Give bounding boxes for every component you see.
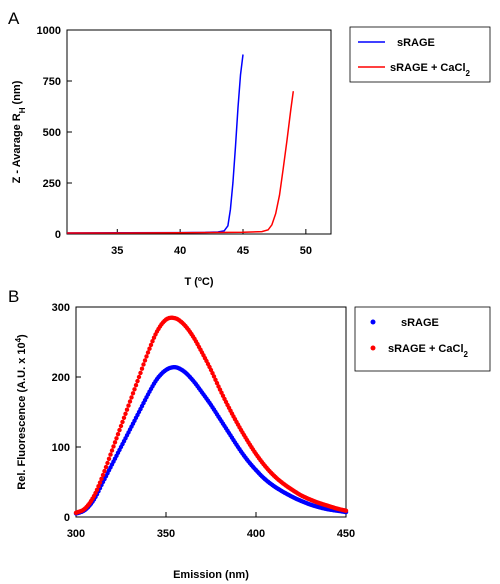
legend-swatch-b-cacl2 xyxy=(370,345,376,351)
data-point-b-srage-cacl2 xyxy=(141,362,146,367)
data-point-b-srage-cacl2 xyxy=(111,444,116,449)
data-point-b-srage-cacl2 xyxy=(121,415,127,420)
legend-a: sRAGE sRAGE + CaCl2 xyxy=(349,26,491,83)
data-point-b-srage-cacl2 xyxy=(115,432,121,437)
data-point-b-srage-cacl2 xyxy=(105,460,110,466)
data-point-b-srage-cacl2 xyxy=(103,464,109,470)
data-point-b-srage-cacl2 xyxy=(124,407,130,412)
data-point-b-srage-cacl2 xyxy=(94,487,100,492)
data-point-b-srage-cacl2 xyxy=(135,378,140,384)
x-tick-label-b-450: 450 xyxy=(337,528,355,540)
panel-b: B 300 350 400 450 0 100 200 300 Emission (nm) R… xyxy=(8,287,491,581)
data-point-b-srage-cacl2 xyxy=(96,484,101,489)
data-point-b-srage-cacl2 xyxy=(120,419,125,425)
panel-letter-a: A xyxy=(8,9,20,28)
legend-label-a-cacl2: sRAGE + CaCl2 xyxy=(390,62,471,78)
legend-swatch-b-srage xyxy=(370,319,376,325)
legend-box-b xyxy=(354,306,491,372)
data-point-b-srage-cacl2 xyxy=(343,508,349,513)
y-tick-label-a-250: 250 xyxy=(43,178,61,190)
panel-letter-b: B xyxy=(8,287,19,306)
y-tick-label-a-1000: 1000 xyxy=(37,25,61,37)
x-tick-label-b-300: 300 xyxy=(67,528,85,540)
legend-label-b-srage: sRAGE xyxy=(401,317,439,329)
data-point-b-srage-cacl2 xyxy=(151,335,157,340)
data-point-b-srage-cacl2 xyxy=(106,456,112,461)
data-point-b-srage-cacl2 xyxy=(142,358,148,363)
data-point-b-srage-cacl2 xyxy=(114,436,119,441)
data-point-b-srage-cacl2 xyxy=(138,370,143,376)
y-tick-label-a-0: 0 xyxy=(55,229,61,241)
legend-b: sRAGE sRAGE + CaCl2 xyxy=(354,306,491,372)
data-point-b-srage-cacl2 xyxy=(127,399,133,404)
data-point-b-srage-cacl2 xyxy=(108,452,113,457)
series-line-a-srage xyxy=(66,54,244,234)
data-point-b-srage-cacl2 xyxy=(100,472,106,478)
x-tick-label-a-50: 50 xyxy=(300,245,312,257)
data-point-b-srage-cacl2 xyxy=(139,366,145,371)
y-tick-label-b-200: 200 xyxy=(52,372,70,384)
data-point-b-srage-cacl2 xyxy=(109,448,115,453)
plot-area-b: 300 350 400 450 0 100 200 300 xyxy=(52,302,356,540)
plot-frame-b xyxy=(75,306,347,518)
data-point-b-srage-cacl2 xyxy=(126,403,131,408)
y-tick-label-b-0: 0 xyxy=(64,512,70,524)
series-line-a-srage-cacl2 xyxy=(67,91,295,234)
data-point-b-srage-cacl2 xyxy=(102,468,107,474)
data-point-b-srage-cacl2 xyxy=(211,374,217,379)
y-tick-label-a-500: 500 xyxy=(43,127,61,139)
data-point-b-srage-cacl2 xyxy=(213,377,218,382)
data-point-b-srage-cacl2 xyxy=(118,423,124,429)
data-point-b-srage-cacl2 xyxy=(117,427,122,433)
data-point-b-srage-cacl2 xyxy=(147,346,152,351)
x-tick-label-a-35: 35 xyxy=(111,245,123,257)
data-point-b-srage-cacl2 xyxy=(132,387,137,392)
legend-label-a-srage: sRAGE xyxy=(397,37,435,49)
plot-frame-a xyxy=(66,29,332,235)
data-point-b-srage-cacl2 xyxy=(129,395,134,400)
data-point-b-srage-cacl2 xyxy=(136,374,142,380)
data-point-b-srage-cacl2 xyxy=(112,440,118,445)
data-point-b-srage-cacl2 xyxy=(148,342,154,348)
x-axis-label-b: Emission (nm) xyxy=(173,569,249,581)
x-tick-label-a-45: 45 xyxy=(237,245,249,257)
data-point-b-srage-cacl2 xyxy=(97,480,103,485)
data-point-b-srage-cacl2 xyxy=(130,391,136,396)
series-points-b-srage xyxy=(73,365,349,516)
y-tick-label-b-100: 100 xyxy=(52,442,70,454)
series-points-b-srage-cacl2 xyxy=(73,315,349,515)
data-point-b-srage-cacl2 xyxy=(214,380,220,386)
y-axis-label-a: Z - Avarage RH (nm) xyxy=(11,80,27,183)
data-point-b-srage-cacl2 xyxy=(150,339,155,344)
data-point-b-srage-cacl2 xyxy=(133,383,139,388)
x-tick-label-a-40: 40 xyxy=(174,245,186,257)
data-point-b-srage-cacl2 xyxy=(145,350,151,355)
legend-box-a xyxy=(349,26,491,83)
x-tick-label-b-350: 350 xyxy=(157,528,175,540)
y-tick-label-b-300: 300 xyxy=(52,302,70,314)
data-point-b-srage-cacl2 xyxy=(144,354,149,359)
x-axis-label-a: T (ºC) xyxy=(184,276,213,288)
y-axis-label-b: Rel. Fluorescence (A.U. x 104) xyxy=(14,334,29,490)
legend-label-b-cacl2: sRAGE + CaCl2 xyxy=(388,343,469,359)
y-tick-label-a-750: 750 xyxy=(43,76,61,88)
data-point-b-srage-cacl2 xyxy=(99,476,104,481)
data-point-b-srage-cacl2 xyxy=(123,411,128,416)
x-tick-label-b-400: 400 xyxy=(247,528,265,540)
